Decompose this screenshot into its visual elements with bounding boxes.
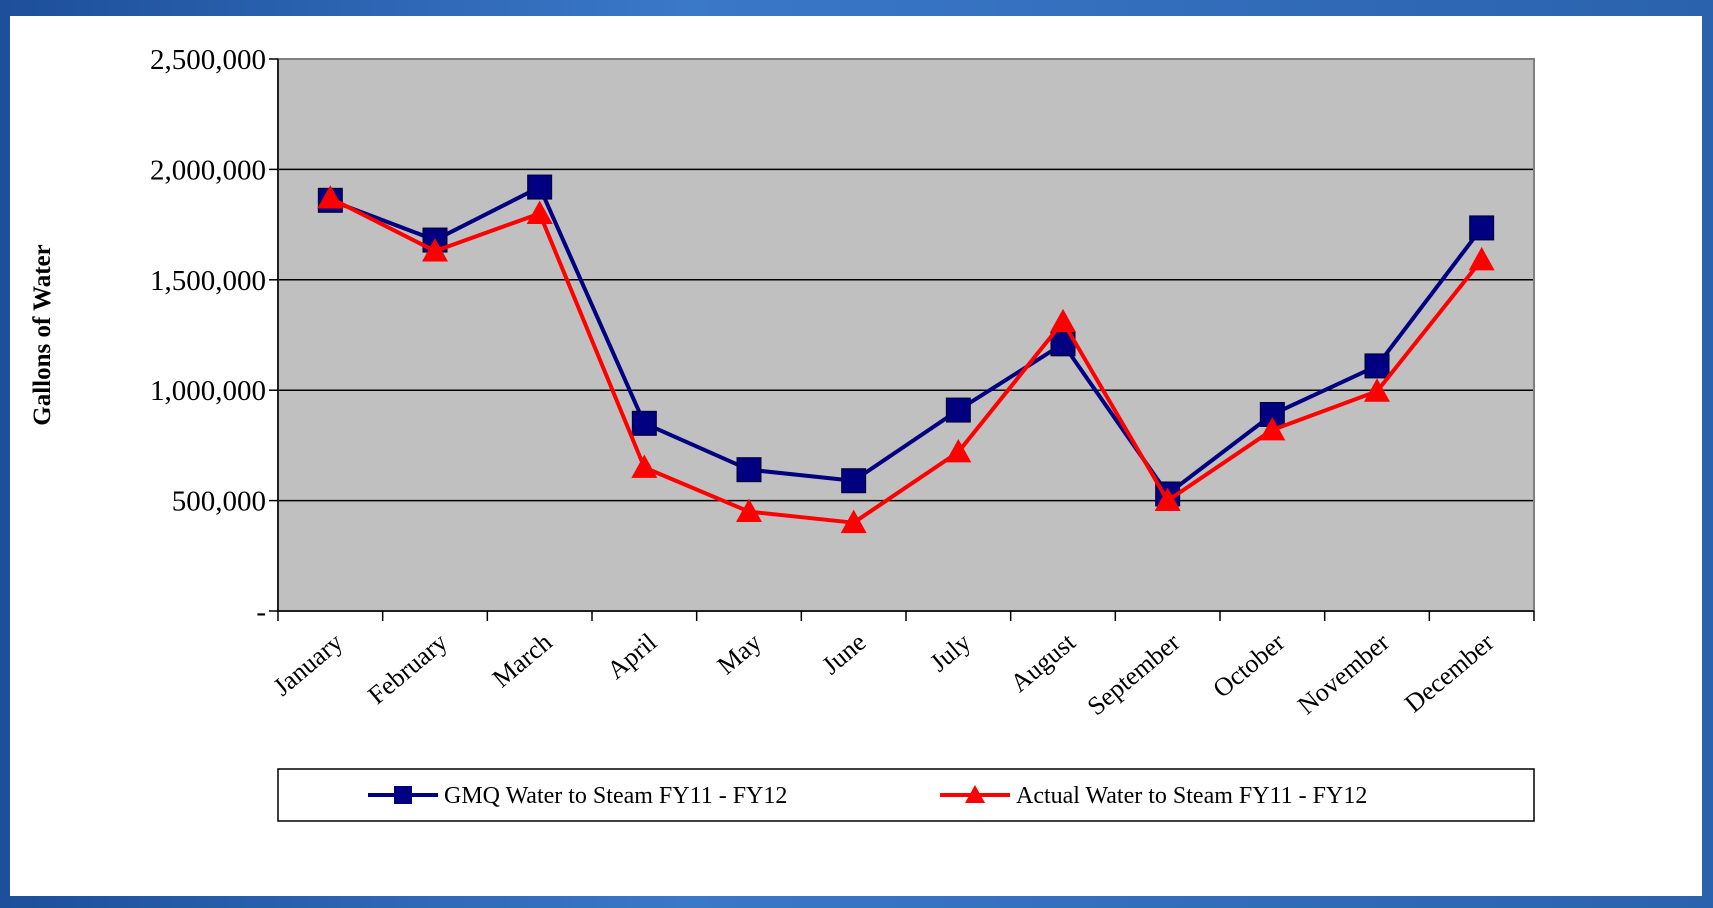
y-tick-label: 500,000	[172, 486, 266, 518]
data-point	[631, 454, 658, 478]
x-tick-label: January	[268, 627, 349, 701]
data-point	[527, 174, 553, 200]
data-point	[841, 468, 867, 494]
legend-marker	[394, 786, 412, 804]
data-point	[945, 439, 972, 463]
data-point	[736, 498, 762, 523]
data-point	[945, 397, 971, 423]
legend-box	[277, 768, 1535, 822]
x-tick-label: November	[1292, 627, 1395, 720]
data-point	[1364, 353, 1390, 379]
x-tick-label: March	[487, 627, 558, 693]
data-point	[736, 457, 762, 483]
x-tick-label: August	[1005, 627, 1082, 698]
data-point	[1364, 378, 1390, 402]
series	[317, 174, 1495, 534]
data-point	[1259, 416, 1286, 441]
y-tick-label: 2,000,000	[150, 154, 266, 186]
x-tick-labels: January February March April May June July Augu…	[268, 627, 1500, 721]
x-tick-label: October	[1207, 627, 1290, 703]
legend: GMQ Water to Steam FY11 - FY12 Actual Wat…	[277, 768, 1535, 822]
data-point	[1050, 308, 1076, 333]
plot-area	[278, 59, 1534, 611]
legend-marker	[965, 785, 985, 803]
x-tick-label: July	[924, 627, 976, 677]
legend-item: GMQ Water to Steam FY11 - FY12	[368, 783, 787, 809]
axes	[269, 58, 1535, 621]
chart-panel: - 500,000 1,000,000 1,500,000 2,000,000 2,500…	[10, 16, 1702, 896]
y-tick-label: 1,000,000	[150, 375, 266, 407]
x-tick-label: February	[362, 627, 453, 710]
data-point	[840, 509, 867, 534]
line-chart: - 500,000 1,000,000 1,500,000 2,000,000 2,500…	[29, 44, 1535, 822]
data-point	[1154, 487, 1181, 511]
y-tick-labels: - 500,000 1,000,000 1,500,000 2,000,000 2,500…	[150, 44, 266, 628]
legend-item: Actual Water to Steam FY11 - FY12	[940, 783, 1367, 809]
series-line	[329, 196, 1484, 525]
series-1	[317, 174, 1495, 507]
data-point	[1469, 215, 1495, 241]
x-tick-label: April	[602, 627, 663, 684]
legend-items: GMQ Water to Steam FY11 - FY12 Actual Wat…	[368, 783, 1367, 809]
series-2	[317, 185, 1495, 534]
y-tick-label: -	[256, 596, 266, 628]
x-tick-label: September	[1082, 627, 1186, 721]
y-tick-label: 1,500,000	[150, 265, 266, 297]
data-point	[1468, 246, 1495, 271]
legend-label: Actual Water to Steam FY11 - FY12	[1016, 783, 1367, 809]
data-point	[422, 238, 448, 262]
y-tick-label: 2,500,000	[150, 44, 266, 76]
x-tick-label: May	[712, 627, 767, 680]
series-line	[329, 185, 1484, 496]
x-tick-label: December	[1399, 627, 1500, 718]
y-axis-title: Gallons of Water	[29, 244, 56, 425]
legend-label: GMQ Water to Steam FY11 - FY12	[444, 783, 787, 809]
data-point	[317, 185, 344, 209]
x-tick-label: June	[816, 627, 871, 680]
data-point	[526, 200, 553, 224]
data-point	[631, 410, 657, 436]
